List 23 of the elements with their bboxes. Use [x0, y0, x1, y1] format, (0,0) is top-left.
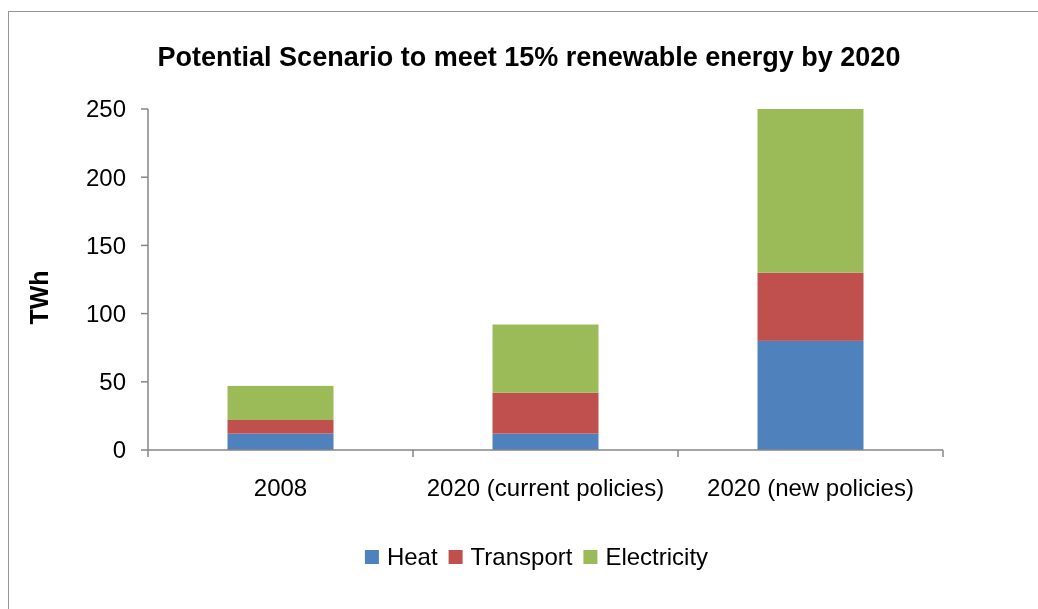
bar [227, 419, 334, 434]
bar [227, 433, 334, 450]
legend-label: Electricity [605, 543, 709, 571]
y-tick-label: 150 [85, 231, 126, 259]
x-tick-label: 2020 (new policies) [707, 474, 914, 501]
y-tick-label: 250 [85, 95, 126, 123]
y-tick-label: 0 [112, 436, 126, 464]
x-tick-label: 2020 (current policies) [426, 474, 665, 501]
legend-label: Heat [386, 543, 438, 571]
bar [757, 272, 864, 341]
bar [492, 324, 599, 393]
bar [757, 340, 864, 450]
y-tick-label: 100 [85, 300, 126, 327]
bar [227, 385, 334, 420]
bar [492, 433, 599, 450]
legend-label: Transport [470, 543, 573, 571]
bar [492, 392, 599, 434]
chart-title: Potential Scenario to meet 15% renewable energy by 2020 [157, 42, 901, 72]
x-tick-label: 2008 [253, 474, 308, 501]
y-axis-title: TWh [25, 270, 53, 325]
y-tick-label: 50 [99, 368, 126, 396]
bar [757, 109, 864, 273]
y-tick-label: 200 [85, 163, 126, 191]
